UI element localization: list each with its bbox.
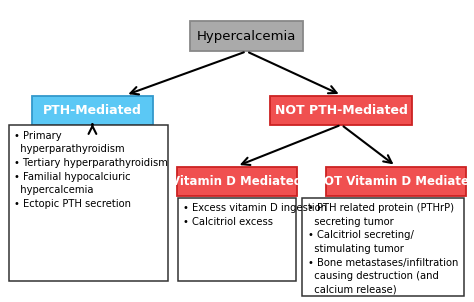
Text: PTH-Mediated: PTH-Mediated [43, 104, 142, 117]
FancyBboxPatch shape [32, 96, 153, 124]
FancyBboxPatch shape [270, 96, 412, 124]
Text: • PTH related protein (PTHrP)
  secreting tumor
• Calcitriol secreting/
  stimul: • PTH related protein (PTHrP) secreting … [308, 203, 458, 295]
Text: NOT PTH-Mediated: NOT PTH-Mediated [275, 104, 408, 117]
Text: • Excess vitamin D ingestion
• Calcitriol excess: • Excess vitamin D ingestion • Calcitrio… [183, 203, 328, 227]
FancyBboxPatch shape [178, 198, 296, 281]
Text: • Primary
  hyperparathyroidism
• Tertiary hyperparathyroidism
• Familial hypoca: • Primary hyperparathyroidism • Tertiary… [14, 131, 168, 209]
FancyBboxPatch shape [190, 21, 303, 51]
Text: NOT Vitamin D Mediated: NOT Vitamin D Mediated [314, 175, 474, 188]
Text: Vitamin D Mediated: Vitamin D Mediated [172, 175, 302, 188]
FancyBboxPatch shape [326, 167, 465, 196]
FancyBboxPatch shape [176, 167, 298, 196]
FancyBboxPatch shape [302, 198, 464, 296]
FancyBboxPatch shape [9, 125, 168, 281]
Text: Hypercalcemia: Hypercalcemia [197, 30, 296, 43]
